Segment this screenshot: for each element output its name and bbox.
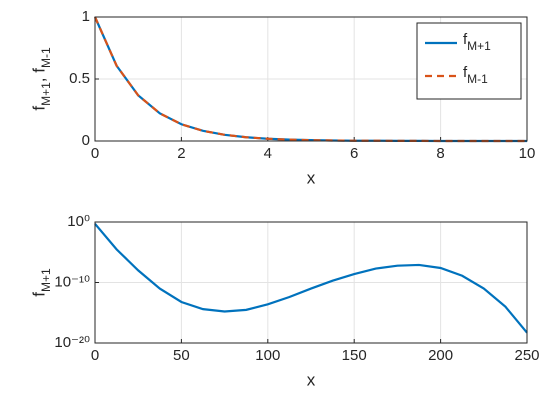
y-tick-label: 10⁰ [67, 213, 90, 230]
y-tick-label: 10⁻²⁰ [54, 334, 90, 351]
series-line [93, 16, 527, 143]
x-tick-label: 50 [173, 347, 190, 364]
x-tick-label: 10 [519, 145, 536, 162]
x-axis-label: x [307, 168, 316, 187]
y-tick-label: 0 [82, 132, 90, 149]
axes-box [94, 221, 528, 344]
x-tick-label: 2 [177, 145, 185, 162]
x-tick-label: 250 [514, 347, 539, 364]
y-axis-label: fM+1 [29, 268, 53, 297]
x-tick-label: 6 [350, 145, 358, 162]
y-axis-label: fM+1, fM-1 [29, 47, 53, 111]
legend-box [416, 22, 522, 100]
y-tick-label: 0.5 [69, 70, 90, 87]
x-tick-label: 100 [255, 347, 280, 364]
x-tick-label: 0 [91, 347, 99, 364]
x-tick-label: 150 [342, 347, 367, 364]
x-axis-label: x [307, 370, 316, 389]
x-tick-label: 8 [436, 145, 444, 162]
x-tick-label: 0 [91, 145, 99, 162]
x-tick-label: 4 [264, 145, 272, 162]
axes-box [94, 16, 528, 142]
y-tick-label: 1 [82, 8, 90, 25]
series-line [94, 223, 528, 334]
y-tick-label: 10⁻¹⁰ [54, 273, 90, 290]
x-tick-label: 200 [428, 347, 453, 364]
